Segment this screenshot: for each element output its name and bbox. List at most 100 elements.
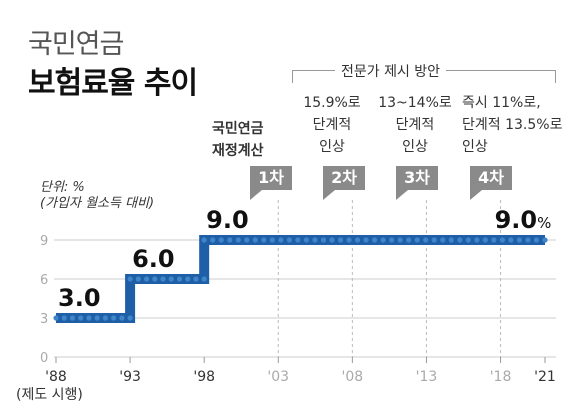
plan-2-line3: 인상 — [319, 139, 345, 155]
series-dot — [465, 237, 471, 243]
series-dot — [448, 237, 454, 243]
badge-2: 2차 — [323, 166, 365, 200]
series-dot — [516, 237, 523, 243]
series-dot — [185, 276, 191, 282]
data-label-1988: 3.0 — [58, 284, 101, 312]
series-dot — [235, 237, 241, 243]
series-dot — [346, 237, 352, 243]
x-tick-label-2008: '08 — [342, 369, 364, 385]
series-dot — [135, 276, 141, 282]
series-dot — [303, 237, 310, 243]
plan-3: 13~14%로 단계적 인상 — [360, 92, 470, 158]
fin-calc-label-line2: 재정계산 — [212, 143, 264, 159]
series-dot — [337, 237, 344, 243]
series-dot — [414, 237, 420, 243]
unit-label-line2: (가입자 월소득 대비) — [40, 196, 155, 211]
series-dot — [127, 315, 133, 321]
plan-4-line2: 단계적 13.5%로 — [462, 117, 563, 133]
x-tick-label-2018: '18 — [490, 369, 512, 385]
series-dot — [111, 315, 117, 321]
data-label-1998: 9.0 — [206, 206, 249, 234]
series-dot — [406, 237, 412, 243]
series-dot — [201, 276, 207, 282]
series-dot — [176, 276, 183, 282]
plan-3-line2: 단계적 — [395, 117, 435, 133]
chart-title-line2: 보험료율 추이 — [28, 66, 198, 101]
series-dot — [210, 237, 216, 243]
badge-3: 3차 — [396, 166, 438, 200]
series-dot — [482, 237, 488, 243]
unit-label-line1: 단위: % — [40, 180, 85, 195]
series-dot — [397, 237, 403, 243]
series-dot — [431, 237, 437, 243]
series-dot — [78, 315, 84, 321]
series-dot — [53, 315, 59, 321]
series-dot — [261, 237, 267, 243]
y-tick-label-0: 0 — [40, 351, 48, 366]
x-tick-label-2013: '13 — [416, 369, 438, 385]
series-dot — [160, 276, 166, 282]
series-dot — [286, 237, 292, 243]
series-line — [56, 235, 545, 323]
chart-title-line1: 국민연금 — [28, 29, 124, 60]
series-dot — [320, 237, 327, 243]
gov-plan-title: 전문가 제시 방안 — [335, 61, 447, 81]
plan-3-line1: 13~14%로 — [378, 95, 452, 111]
series-dot — [440, 237, 446, 243]
series-dot — [193, 276, 199, 282]
fin-calc-label: 국민연금 재정계산 — [212, 118, 264, 162]
series-dot — [491, 237, 497, 243]
x-tick-label-1993: '93 — [119, 369, 141, 385]
series-dot — [542, 237, 548, 243]
series-dot — [119, 315, 125, 321]
plan-4-line3: 인상 — [462, 139, 488, 155]
badge-4: 4차 — [470, 166, 512, 200]
series-dot — [86, 315, 92, 321]
plan-2-line2: 단계적 — [312, 117, 352, 133]
series-dot — [61, 315, 67, 321]
series-dot — [354, 237, 361, 243]
series-dot — [269, 237, 275, 243]
series-dot — [474, 237, 480, 243]
badge-1: 1차 — [250, 166, 292, 200]
series-dot — [252, 237, 258, 243]
x-tick-label-2003: '03 — [267, 369, 289, 385]
plan-4: 즉시 11%로, 단계적 13.5%로 인상 — [462, 92, 579, 158]
series-dot — [329, 237, 335, 243]
series-dot — [389, 237, 395, 243]
series-dot — [525, 237, 531, 243]
x-tick-label-1998: '98 — [193, 369, 215, 385]
plan-4-line1: 즉시 11%로, — [462, 95, 541, 111]
data-label-suffix: % — [537, 214, 551, 232]
series-dot — [508, 237, 514, 243]
data-label-1993: 6.0 — [132, 245, 175, 273]
series-dot — [218, 237, 224, 243]
series-dot — [312, 237, 318, 243]
series-dot — [278, 237, 284, 243]
series-dot — [143, 276, 150, 282]
data-label-2021: 9.0% — [495, 206, 552, 234]
series-dot — [94, 315, 100, 321]
x-axis-note: (제도 시행) — [16, 387, 83, 403]
series-dot — [227, 237, 233, 243]
fin-calc-label-line1: 국민연금 — [212, 121, 264, 137]
x-tick-label-2021: '21 — [534, 369, 556, 385]
y-tick-label-9: 9 — [40, 234, 48, 249]
series-dot — [168, 276, 174, 282]
series-dot — [295, 237, 301, 243]
y-tick-label-3: 3 — [40, 312, 48, 327]
series-dot — [201, 237, 207, 243]
series-dot — [244, 237, 250, 243]
series-dot — [152, 276, 158, 282]
series-dot — [380, 237, 386, 243]
series-dot — [102, 315, 108, 321]
plan-2: 15.9%로 단계적 인상 — [282, 92, 382, 158]
series-dot — [457, 237, 463, 243]
series-dot — [127, 276, 133, 282]
plan-3-line3: 인상 — [402, 139, 428, 155]
series-dot — [371, 237, 378, 243]
series-dot — [533, 237, 540, 243]
series-dot — [363, 237, 369, 243]
series-dot — [423, 237, 429, 243]
